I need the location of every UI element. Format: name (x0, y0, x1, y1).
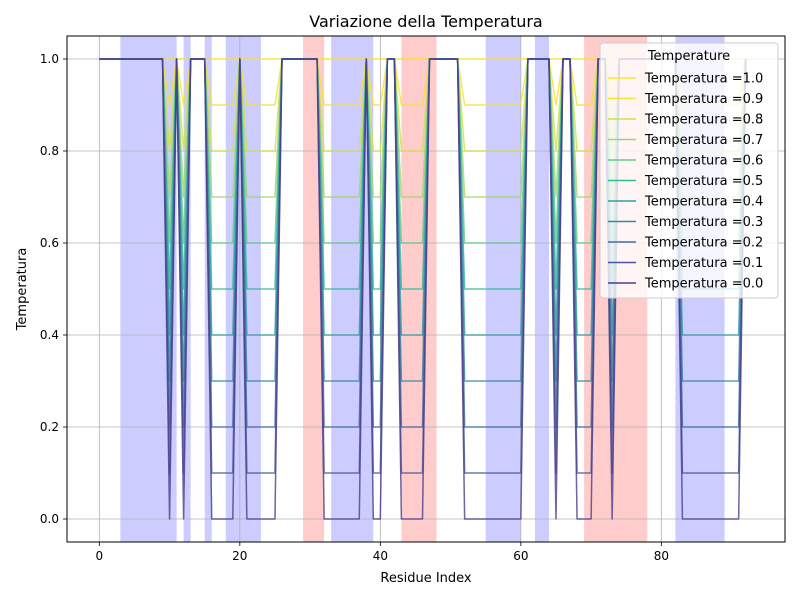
series-lines (99, 58, 747, 520)
y-tick-label: 0.0 (40, 512, 59, 526)
legend-entry: Temperatura =0.6 (644, 154, 763, 169)
y-tick-label: 0.8 (40, 144, 59, 158)
y-axis-label: Temperatura (15, 248, 30, 332)
x-tick-label: 0 (95, 549, 103, 563)
legend-entry: Temperatura =1.0 (644, 72, 763, 87)
y-tick-label: 0.6 (40, 236, 59, 250)
chart-title: Variazione della Temperatura (309, 12, 542, 31)
y-tick-label: 0.2 (40, 420, 59, 434)
y-tick-label: 1.0 (40, 52, 59, 66)
legend-box (599, 42, 779, 299)
x-axis-label: Residue Index (380, 571, 472, 586)
legend-entry: Temperatura =0.5 (644, 174, 763, 189)
legend-entry: Temperatura =0.3 (644, 215, 763, 230)
legend-entry: Temperatura =0.0 (644, 277, 763, 292)
legend-entry: Temperatura =0.8 (644, 113, 763, 128)
series-line (99, 58, 747, 520)
axis-ticks: 0 20 40 60 80 0.0 0.2 0.4 0.6 0.8 1.0 (40, 52, 669, 563)
x-tick-label: 20 (232, 549, 247, 563)
legend-title: Temperature (647, 49, 730, 64)
legend: Temperature Temperatura =1.0 Temperatura =… (599, 42, 779, 299)
highlight-region-blue (534, 36, 549, 542)
x-tick-label: 60 (513, 549, 528, 563)
legend-entry: Temperatura =0.7 (644, 133, 763, 148)
legend-entry: Temperatura =0.9 (644, 92, 763, 107)
legend-entry: Temperatura =0.1 (644, 256, 763, 271)
x-tick-label: 40 (373, 549, 388, 563)
plot-frame (66, 35, 786, 543)
legend-entry: Temperatura =0.2 (644, 236, 763, 251)
y-tick-label: 0.4 (40, 328, 59, 342)
legend-entry: Temperatura =0.4 (644, 195, 763, 210)
x-tick-label: 80 (654, 549, 669, 563)
